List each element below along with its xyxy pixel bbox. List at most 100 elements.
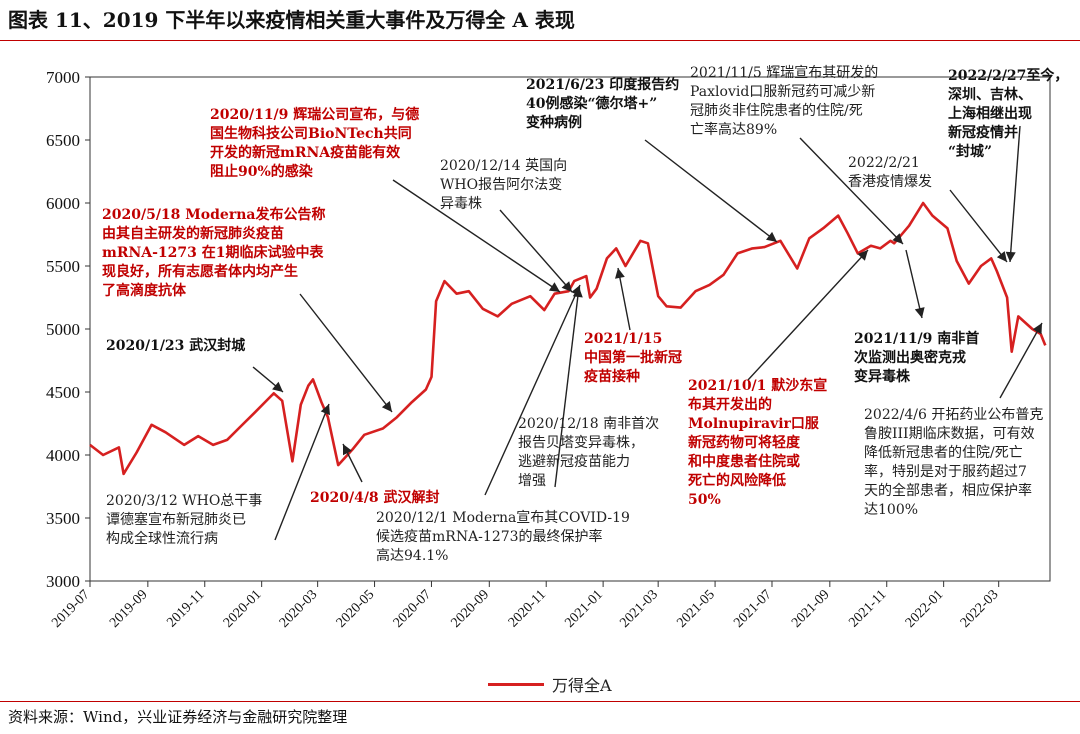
annotation-arrowhead bbox=[1005, 251, 1016, 262]
annotation-line: 现良好，所有志愿者体内均产生 bbox=[102, 264, 298, 280]
annotation-line: 候选疫苗mRNA-1273的最终保护率 bbox=[376, 529, 603, 545]
annotation-line: 2020/11/9 辉瑞公司宣布，与德 bbox=[210, 107, 420, 123]
x-tick-label: 2020-03 bbox=[277, 587, 321, 631]
annotation-line: 报告贝塔变异毒株， bbox=[518, 435, 644, 451]
annotation-line: 2021/11/5 辉瑞宣布其研发的 bbox=[690, 65, 879, 81]
x-tick-label: 2022-01 bbox=[903, 587, 947, 631]
annotation-line: 上海相继出现 bbox=[948, 106, 1032, 122]
y-tick-label: 5500 bbox=[46, 257, 80, 276]
y-tick-label: 4500 bbox=[46, 383, 80, 402]
x-tick-label: 2020-11 bbox=[506, 587, 549, 630]
title-divider bbox=[0, 40, 1080, 41]
annotation: 2021/11/5 辉瑞宣布其研发的 Paxlovid口服新冠药可减少新 冠肺炎非住… bbox=[690, 64, 878, 140]
annotation: 2020/5/18 Moderna发布公告称 由其自主研发的新冠肺炎疫苗 mRNA-… bbox=[102, 206, 325, 301]
annotation: 2020/12/1 Moderna宣布其COVID-19 候选疫苗mRNA-127… bbox=[376, 509, 630, 566]
annotation-line: 2020/5/18 Moderna发布公告称 bbox=[102, 207, 326, 223]
annotation-line: 和中度患者住院或 bbox=[688, 454, 800, 470]
annotation: 2022/2/27至今， 深圳、吉林、 上海相继出现 新冠疫情并 “封城” bbox=[948, 67, 1068, 162]
annotation-line: 2021/6/23 印度报告约 bbox=[526, 77, 680, 93]
annotation-line: 40例感染“德尔塔+” bbox=[526, 96, 658, 112]
annotation-arrowhead bbox=[571, 285, 581, 297]
annotation-arrow bbox=[617, 267, 631, 331]
legend-label: 万得全A bbox=[552, 676, 612, 695]
annotation-arrow bbox=[644, 139, 778, 243]
annotation-arrowhead bbox=[857, 250, 868, 261]
annotation-line: 2022/2/21 bbox=[848, 155, 920, 171]
annotation: 2020/12/14 英国向 WHO报告阿尔法变 异毒株 bbox=[440, 157, 567, 214]
annotation-arrowhead bbox=[914, 307, 925, 318]
annotation-arrow bbox=[999, 322, 1043, 399]
annotation: 2020/1/23 武汉封城 bbox=[106, 337, 245, 356]
annotation-line: 谭德塞宣布新冠肺炎已 bbox=[106, 512, 246, 528]
x-tick-label: 2021-03 bbox=[617, 587, 661, 631]
annotation: 2022/4/6 开拓药业公布普克 鲁胺III期临床数据，可有效 降低新冠患者的住院… bbox=[864, 406, 1043, 520]
annotation-arrow bbox=[905, 249, 923, 319]
annotation: 2021/6/23 印度报告约 40例感染“德尔塔+” 变种病例 bbox=[526, 76, 679, 133]
x-tick-label: 2020-01 bbox=[221, 587, 265, 631]
annotation-arrowhead bbox=[381, 401, 392, 412]
page-title: 图表 11、2019 下半年以来疫情相关重大事件及万得全 A 表现 bbox=[8, 8, 575, 32]
annotation-line: 死亡的风险降低 bbox=[688, 473, 786, 489]
annotation: 2020/11/9 辉瑞公司宣布，与德 国生物科技公司BioNTech共同 开发的新… bbox=[210, 106, 419, 182]
annotation-line: 开发的新冠mRNA疫苗能有效 bbox=[210, 145, 401, 161]
annotation-line: 达100% bbox=[864, 502, 919, 518]
annotation-line: WHO报告阿尔法变 bbox=[440, 177, 563, 193]
x-tick-label: 2020-09 bbox=[449, 587, 493, 631]
x-tick-label: 2021-05 bbox=[674, 587, 718, 631]
annotation-line: 阻止90%的感染 bbox=[210, 164, 313, 180]
annotation-line: 冠肺炎非住院患者的住院/死 bbox=[690, 103, 863, 119]
annotation-arrowhead bbox=[561, 281, 572, 292]
annotation-line: Paxlovid口服新冠药可减少新 bbox=[690, 84, 876, 100]
annotation-line: 2020/12/1 Moderna宣布其COVID-19 bbox=[376, 510, 630, 526]
annotation-line: 深圳、吉林、 bbox=[948, 87, 1032, 103]
annotation-arrow bbox=[274, 403, 330, 541]
annotation-line: 2021/11/9 南非首 bbox=[854, 331, 980, 347]
y-tick-label: 5000 bbox=[46, 320, 80, 339]
annotation-line: 50% bbox=[688, 492, 721, 508]
annotation-arrowhead bbox=[615, 268, 625, 279]
annotation-line: 变异毒株 bbox=[854, 369, 910, 385]
line-chart: 3000 3500 4000 4500 5000 5500 6000 6500 7000 201… bbox=[46, 68, 1051, 631]
annotation-line: mRNA-1273 在1期临床试验中表 bbox=[102, 245, 324, 261]
annotation: 2021/1/15 中国第一批新冠 疫苗接种 bbox=[584, 330, 682, 387]
source-note: 资料来源：Wind，兴业证券经济与金融研究院整理 bbox=[8, 708, 348, 726]
annotation: 2021/10/1 默沙东宣 布其开发出的 Molnupiravir口服 新冠药物可将… bbox=[688, 377, 827, 510]
annotation: 2020/12/18 南非首次 报告贝塔变异毒株， 逃避新冠疫苗能力 增强 bbox=[518, 415, 659, 491]
annotation-line: 2020/3/12 WHO总干事 bbox=[106, 493, 263, 509]
annotation-line: 香港疫情爆发 bbox=[848, 174, 932, 190]
annotation-line: Molnupiravir口服 bbox=[688, 416, 819, 432]
y-tick-label: 6500 bbox=[46, 131, 80, 150]
y-tick-label: 3000 bbox=[46, 572, 80, 591]
x-tick-label: 2020-05 bbox=[334, 587, 378, 631]
annotation-line: 新冠药物可将轻度 bbox=[688, 435, 800, 451]
annotation-line: 率，特别是对于服药超过7 bbox=[864, 464, 1027, 480]
annotation-line: 2022/2/27至今， bbox=[948, 68, 1069, 84]
legend-swatch bbox=[488, 682, 544, 686]
annotation-arrow bbox=[747, 249, 869, 381]
annotation-line: 疫苗接种 bbox=[584, 369, 640, 385]
annotation-arrowhead bbox=[996, 251, 1007, 262]
x-axis-ticks: 2019-07 2019-09 2019-11 2020-01 2020-03 2020-… bbox=[49, 581, 1002, 631]
y-tick-label: 3500 bbox=[46, 509, 80, 528]
annotation-arrow bbox=[484, 284, 581, 496]
annotation-arrow bbox=[1009, 125, 1021, 263]
annotation-line: 增强 bbox=[518, 473, 546, 489]
series-line-0 bbox=[89, 201, 1047, 476]
annotation-line: 鲁胺III期临床数据，可有效 bbox=[864, 426, 1035, 442]
x-tick-label: 2021-07 bbox=[731, 587, 775, 631]
x-tick-label: 2019-09 bbox=[107, 587, 151, 631]
annotation-line: 2020/12/18 南非首次 bbox=[518, 416, 660, 432]
annotation: 2021/11/9 南非首 次监测出奥密克戎 变异毒株 bbox=[854, 330, 979, 387]
y-tick-label: 6000 bbox=[46, 194, 80, 213]
annotation-arrow bbox=[299, 293, 393, 413]
annotation-arrow bbox=[392, 179, 561, 293]
annotation-line: 逃避新冠疫苗能力 bbox=[518, 454, 630, 470]
x-tick-label: 2021-01 bbox=[562, 587, 606, 631]
annotation-line: “封城” bbox=[948, 144, 993, 160]
annotation-line: 亡率高达89% bbox=[690, 122, 778, 138]
annotation-line: 由其自主研发的新冠肺炎疫苗 bbox=[102, 226, 284, 242]
annotation-line: 异毒株 bbox=[440, 196, 482, 212]
annotation-arrow bbox=[799, 137, 904, 245]
annotation-arrowhead bbox=[1032, 323, 1042, 335]
x-tick-label: 2022-03 bbox=[958, 587, 1002, 631]
